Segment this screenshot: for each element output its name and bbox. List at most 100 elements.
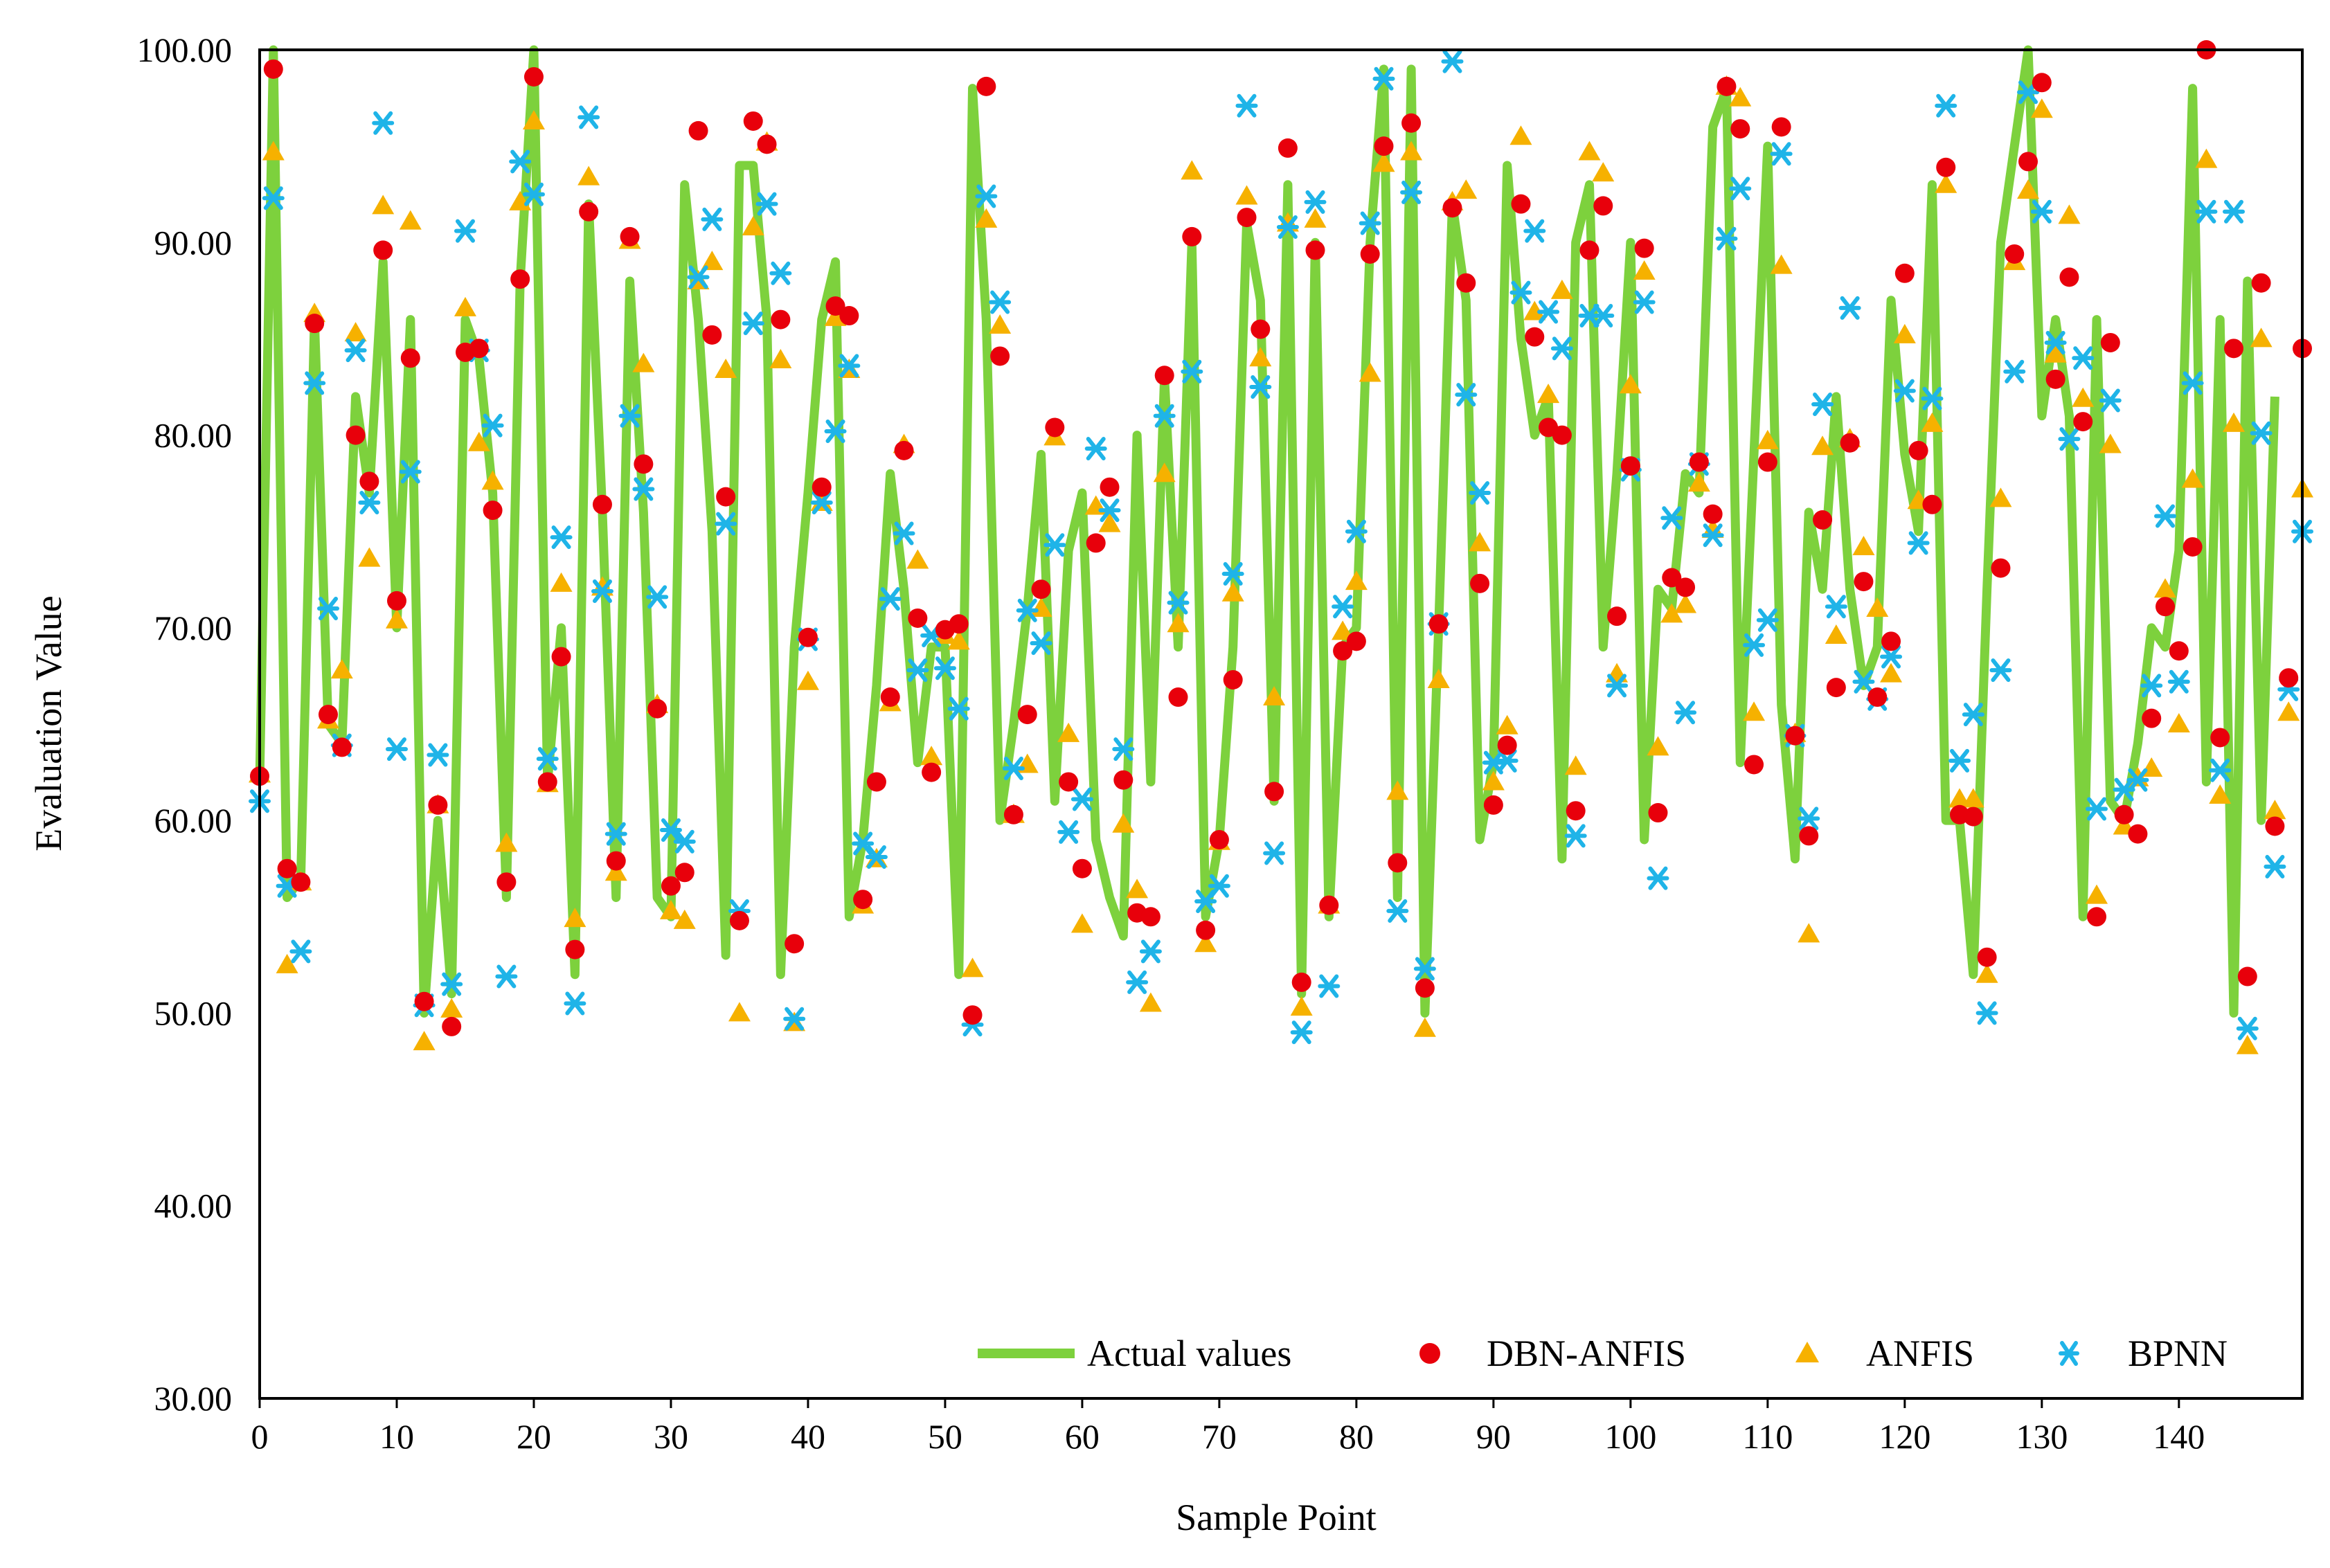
bpnn-point [399,460,422,484]
bpnn-point [1345,519,1368,543]
dbn-anfis-point [1676,577,1696,597]
dbn-anfis-point [1977,947,1997,967]
x-tick-label: 90 [1476,1417,1511,1456]
bpnn-point [536,747,559,771]
bpnn-point [1975,1001,1998,1025]
anfis-point [604,861,627,881]
bpnn-point [769,261,792,285]
anfis-point [1687,472,1710,492]
anfis-point [824,306,847,326]
dbn-anfis-point [1525,327,1545,347]
bpnn-point [1332,595,1354,619]
bpnn-point [385,737,408,762]
anfis-point [769,349,792,369]
dbn-anfis-point [1140,907,1160,927]
dbn-anfis-point [1717,76,1737,96]
dbn-anfis-point [1086,533,1106,553]
dbn-anfis-point [1428,614,1449,634]
bpnn-point [933,656,956,681]
bpnn-point [1043,533,1066,557]
x-tick-label: 40 [791,1417,825,1456]
dbn-anfis-point [853,890,873,910]
anfis-point [715,358,737,378]
dbn-anfis-point [1100,477,1120,497]
bpnn-point [358,490,381,514]
dbn-anfis-point [579,201,599,222]
bpnn-point [1016,598,1039,622]
bpnn-point [2058,427,2081,451]
x-tick-label: 30 [654,1417,688,1456]
anfis-point [632,352,655,372]
anfis-point [2072,387,2095,407]
dbn-anfis-point [386,591,406,611]
anfis-point [2181,468,2204,488]
bpnn-point [810,490,833,514]
dbn-anfis-point [373,240,393,260]
bpnn-point [1153,404,1176,428]
dbn-anfis-point [1566,801,1586,821]
dbn-anfis-point [2100,332,2120,352]
dbn-anfis-point [908,608,928,628]
dbn-anfis-point [592,494,612,514]
anfis-point [1112,813,1135,833]
y-tick-label: 60.00 [154,801,233,840]
bpnn-point [440,972,463,996]
bpnn-point [1907,531,1930,555]
dbn-anfis-point [1017,705,1037,725]
bpnn-point [879,587,902,611]
dbn-anfis-point [1730,119,1750,139]
anfis-point [522,109,545,129]
anfis-point [920,746,943,766]
bpnn-point [715,512,737,536]
dbn-anfis-point [1511,194,1531,214]
anfis-point [2099,433,2122,453]
bpnn-point [1660,506,1683,530]
dbn-anfis-point [2224,339,2244,359]
anfis-point [1537,384,1560,404]
legend-swatch-dbn-anfis [1419,1343,1440,1364]
bpnn-point [2044,330,2067,354]
dbn-anfis-point [688,120,708,141]
y-tick-label: 100.00 [137,30,233,69]
anfis-point [1098,512,1121,532]
dbn-anfis-point [1908,440,1928,460]
bpnn-point [1290,1020,1313,1045]
plot-area [249,40,2313,1054]
dbn-anfis-point [277,858,297,878]
anfis-point [1633,260,1656,280]
bpnn-point [1070,787,1093,811]
anfis-point [1647,736,1669,756]
anfis-point [961,957,984,977]
anfis-point [2209,784,2232,804]
anfis-point [2195,148,2218,168]
bpnn-point [2072,346,2095,370]
bpnn-point [1167,591,1190,615]
dbn-anfis-point [1401,113,1422,133]
anfis-point [2167,713,2190,732]
bpnn-point [975,184,998,208]
bpnn-point [1208,874,1230,898]
bpnn-point [1606,674,1629,698]
y-axis-ticks: 30.00 40.00 50.00 60.00 70.00 80.00 90.00 100.0… [137,30,233,1418]
dbn-anfis-point [414,991,434,1011]
dbn-anfis-point [2087,907,2107,927]
anfis-point [564,908,586,928]
dbn-anfis-point [1867,687,1888,708]
anfis-point [1372,152,1395,172]
dbn-anfis-point [743,111,763,131]
dbn-anfis-point [359,471,379,492]
y-tick-label: 90.00 [154,223,233,262]
anfis-point [701,251,724,271]
dbn-anfis-point [1757,452,1777,472]
anfis-point [796,670,819,690]
dbn-anfis-point [1346,631,1366,651]
dbn-anfis-point [537,772,557,792]
anfis-point [1290,996,1313,1016]
bpnn-point [947,696,970,721]
bpnn-point [1838,296,1861,320]
anfis-point [577,165,600,186]
anfis-point [1181,160,1203,180]
dbn-anfis-point [1689,452,1709,472]
legend-label-bpnn: BPNN [2128,1333,2228,1374]
bpnn-point [1715,226,1738,251]
